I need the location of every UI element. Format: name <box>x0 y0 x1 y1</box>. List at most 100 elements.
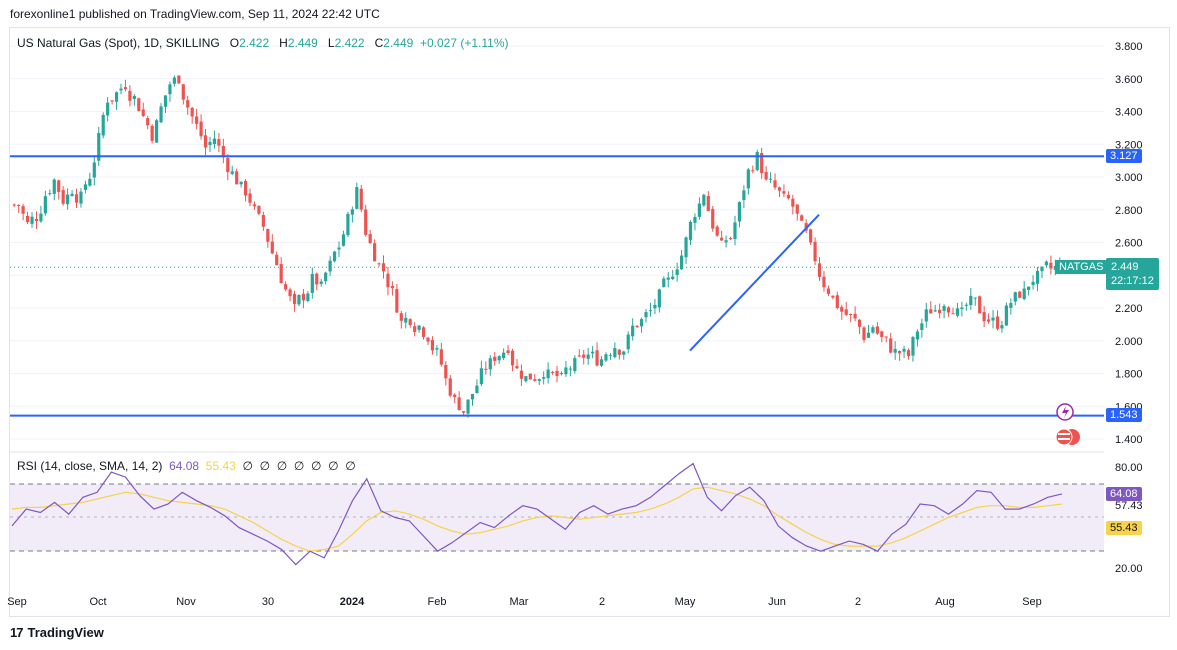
candle-up <box>132 96 136 99</box>
candle-up <box>893 348 897 353</box>
candle-down <box>421 327 426 337</box>
candle-down <box>555 370 559 377</box>
candle-up <box>168 84 172 95</box>
candle-down <box>809 229 813 243</box>
candle-up <box>675 269 679 275</box>
candle-down <box>301 293 306 301</box>
candle-down <box>146 118 150 126</box>
symbol-legend[interactable]: US Natural Gas (Spot), 1D, SKILLING O2.4… <box>17 36 509 50</box>
countdown-value: 22:17:12 <box>1111 275 1154 287</box>
rsi-legend[interactable]: RSI (14, close, SMA, 14, 2) 64.08 55.43 … <box>17 459 356 473</box>
candle-up <box>697 203 701 217</box>
candle-down <box>386 273 390 288</box>
candle-down <box>528 373 532 380</box>
candle-up <box>657 289 661 308</box>
legend-symbol: US Natural Gas (Spot), 1D, SKILLING <box>17 36 220 50</box>
candle-down <box>617 349 621 355</box>
candle-up <box>470 393 475 400</box>
candle-down <box>257 205 261 214</box>
time-tick-label: Jun <box>768 596 786 608</box>
candle-up <box>684 237 688 258</box>
candle-up <box>955 308 960 316</box>
candle-up <box>911 337 915 356</box>
candle-up <box>79 191 83 204</box>
candle-down <box>760 153 764 174</box>
rsi-empty-2: ∅ <box>276 459 288 473</box>
candle-up <box>586 354 590 359</box>
candle-up <box>310 273 314 293</box>
candle-up <box>97 133 101 161</box>
candle-down <box>279 264 283 284</box>
candle-down <box>835 295 839 309</box>
price-tick-label: 3.200 <box>1115 139 1143 151</box>
candle-up <box>324 272 328 282</box>
time-tick-label: 2 <box>855 596 861 608</box>
candle-down <box>359 188 363 210</box>
us-flag-icon <box>1055 428 1073 446</box>
candle-down <box>938 309 942 314</box>
candle-up <box>48 193 52 195</box>
levels <box>10 155 1104 417</box>
candle-down <box>786 194 790 199</box>
tradingview-brand[interactable]: 17 TradingView <box>10 625 104 640</box>
candle-down <box>368 234 372 244</box>
price-tick-label: 2.200 <box>1115 303 1143 315</box>
rsi-empty-4: ∅ <box>310 459 322 473</box>
candle-up <box>466 399 470 414</box>
candle-up <box>702 194 706 206</box>
price-tick-label: 1.800 <box>1115 369 1143 381</box>
chart-frame <box>9 27 1170 617</box>
support-tag: 1.543 <box>1106 408 1142 422</box>
candle-down <box>377 263 381 265</box>
candle-up <box>653 304 657 309</box>
candle-down <box>177 75 181 84</box>
candle-up <box>915 331 920 340</box>
candle-down <box>235 171 239 185</box>
candle-down <box>849 314 853 316</box>
candle-down <box>186 100 190 108</box>
candle-down <box>123 87 128 90</box>
legend-l-label: L <box>327 36 335 50</box>
rsi-empty-1: ∅ <box>259 459 271 473</box>
rsi-legend-sma: 55.43 <box>205 459 236 473</box>
time-tick-label: Sep <box>7 596 27 608</box>
candle-down <box>315 273 319 285</box>
legend-high: 2.449 <box>287 36 318 50</box>
candle-down <box>461 411 466 413</box>
time-tick-label: May <box>675 596 696 608</box>
candle-down <box>782 191 786 194</box>
candle-down <box>408 319 412 325</box>
candle-up <box>964 304 968 306</box>
candle-up <box>737 202 742 222</box>
candle-up <box>599 359 604 366</box>
candle-up <box>435 348 439 350</box>
candle-up <box>337 247 341 250</box>
candle-down <box>862 327 866 340</box>
candle-up <box>119 88 123 91</box>
candle-down <box>946 307 951 313</box>
candle-down <box>221 145 225 158</box>
brand-text: TradingView <box>27 625 104 640</box>
price-tick-label: 3.800 <box>1115 41 1143 53</box>
candle-down <box>995 316 1000 329</box>
candle-up <box>212 138 217 145</box>
candle-down <box>61 190 65 204</box>
rsi-value-tag: 64.08 <box>1106 487 1142 501</box>
candle-up <box>154 120 159 143</box>
candle-down <box>929 309 933 314</box>
time-axis: Sep Oct Nov 30 2024 Feb Mar 2 May Jun 2 Aug Sep <box>7 596 1042 608</box>
candle-up <box>52 179 56 194</box>
candle-down <box>57 180 61 192</box>
candle-up <box>613 348 617 358</box>
candle-down <box>399 313 403 321</box>
candle-up <box>328 260 332 272</box>
price-tick-label: 3.000 <box>1115 172 1143 184</box>
candle-down <box>74 194 79 203</box>
candle-down <box>439 349 443 365</box>
candle-up <box>768 178 773 180</box>
candle-up <box>306 293 310 302</box>
rsi-line <box>11 462 1063 566</box>
candle-up <box>733 222 737 240</box>
rsi-tick-label: 57.43 <box>1115 500 1143 512</box>
